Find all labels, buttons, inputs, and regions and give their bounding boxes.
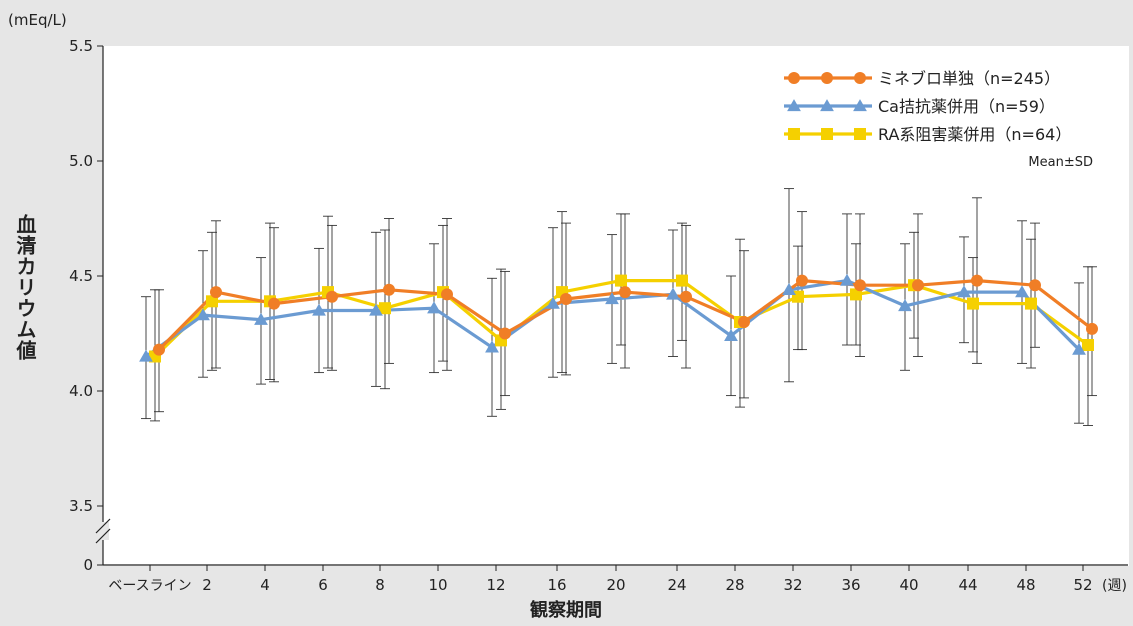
data-point bbox=[254, 312, 268, 325]
legend: ミネブロ単独（n=245） Ca拮抗薬併用（n=59） RA系阻害薬併用（n=64）… bbox=[784, 69, 1093, 170]
x-tick-label: 20 bbox=[606, 576, 625, 594]
data-point bbox=[619, 286, 631, 299]
data-point bbox=[850, 288, 862, 301]
data-point bbox=[485, 340, 499, 353]
axis-break-mark bbox=[95, 518, 111, 534]
y-tick-label: 0 bbox=[83, 556, 93, 574]
data-point bbox=[666, 287, 680, 300]
x-tick-label: 4 bbox=[260, 576, 270, 594]
data-point bbox=[782, 282, 796, 295]
y-axis-title: 血清カリウム値 bbox=[13, 214, 37, 361]
data-point bbox=[912, 279, 924, 292]
x-tick-label: 36 bbox=[841, 576, 860, 594]
axis-break-mark bbox=[95, 528, 111, 544]
x-tick-label: 44 bbox=[958, 576, 977, 594]
data-point bbox=[1082, 339, 1094, 351]
legend-note: Mean±SD bbox=[1028, 155, 1093, 170]
data-point bbox=[441, 288, 453, 301]
data-point bbox=[854, 279, 866, 292]
data-point bbox=[898, 299, 912, 312]
legend-label: Ca拮抗薬併用（n=59） bbox=[878, 97, 1055, 116]
legend-marker bbox=[820, 99, 834, 112]
y-tick-label: 5.0 bbox=[69, 152, 93, 170]
x-tick-label: 12 bbox=[486, 576, 505, 594]
series-markers bbox=[139, 273, 1098, 363]
data-point bbox=[605, 292, 619, 305]
y-tick-label: 5.5 bbox=[69, 37, 93, 55]
legend-label: RA系阻害薬併用（n=64） bbox=[878, 125, 1071, 144]
data-point bbox=[206, 295, 218, 308]
data-point bbox=[680, 290, 692, 303]
x-tick-label: 40 bbox=[899, 576, 918, 594]
legend-label: ミネブロ単独（n=245） bbox=[878, 69, 1060, 88]
data-point bbox=[312, 303, 326, 316]
x-tick-label: 2 bbox=[202, 576, 212, 594]
data-point bbox=[796, 274, 808, 287]
legend-marker bbox=[821, 128, 833, 140]
data-point bbox=[153, 343, 165, 356]
unit-label: (mEq/L) bbox=[8, 11, 67, 29]
legend-marker bbox=[854, 72, 866, 84]
data-point bbox=[379, 302, 391, 315]
data-point bbox=[967, 297, 979, 310]
y-tick-label: 3.5 bbox=[69, 497, 93, 515]
legend-marker bbox=[788, 72, 800, 84]
data-point bbox=[1025, 297, 1037, 310]
data-point bbox=[268, 297, 280, 310]
x-tick-label: 52 bbox=[1073, 576, 1092, 594]
data-point bbox=[369, 303, 383, 316]
axis-break-gap bbox=[97, 522, 109, 540]
data-point bbox=[383, 283, 395, 296]
data-point bbox=[196, 308, 210, 321]
data-point bbox=[546, 296, 560, 309]
legend-marker bbox=[788, 128, 800, 140]
legend-marker bbox=[821, 72, 833, 84]
x-tick-label: 28 bbox=[725, 576, 744, 594]
data-point bbox=[676, 274, 688, 287]
x-tick-label: 48 bbox=[1016, 576, 1035, 594]
data-point bbox=[210, 286, 222, 299]
data-point bbox=[326, 290, 338, 303]
x-tick-label: 24 bbox=[667, 576, 686, 594]
data-point bbox=[738, 316, 750, 328]
data-point bbox=[499, 327, 511, 340]
x-unit-label: (週) bbox=[1102, 578, 1127, 594]
data-point bbox=[1072, 342, 1086, 355]
y-tick-label: 4.0 bbox=[69, 382, 93, 400]
legend-marker bbox=[854, 128, 866, 140]
data-point bbox=[1086, 322, 1098, 335]
data-point bbox=[560, 293, 572, 305]
data-point bbox=[957, 285, 971, 298]
legend-marker bbox=[787, 99, 801, 112]
data-point bbox=[139, 349, 153, 362]
data-point bbox=[615, 274, 627, 287]
data-point bbox=[1029, 279, 1041, 292]
x-tick-label: 8 bbox=[375, 576, 385, 594]
x-tick-label: ベースライン bbox=[108, 578, 191, 594]
data-point bbox=[840, 273, 854, 286]
data-point bbox=[724, 328, 738, 341]
x-axis-title: 観察期間 bbox=[530, 599, 602, 621]
legend-marker bbox=[853, 99, 867, 112]
data-point bbox=[427, 301, 441, 314]
data-point bbox=[971, 274, 983, 287]
data-point bbox=[1015, 285, 1029, 298]
y-tick-label: 4.5 bbox=[69, 267, 93, 285]
x-tick-label: 32 bbox=[783, 576, 802, 594]
x-tick-label: 10 bbox=[428, 576, 447, 594]
x-tick-label: 16 bbox=[547, 576, 566, 594]
x-tick-label: 6 bbox=[318, 576, 328, 594]
